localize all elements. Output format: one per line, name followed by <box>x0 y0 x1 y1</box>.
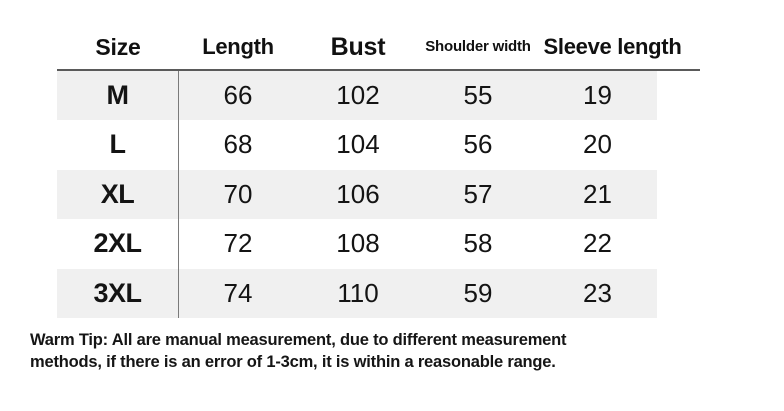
cell-size: M <box>106 80 130 110</box>
cell-length: 72 <box>223 228 253 259</box>
cell-sleeve-length: 20 <box>583 129 612 160</box>
cell-shoulder-width: 57 <box>463 178 493 209</box>
cell-shoulder-width: 55 <box>463 80 493 110</box>
cell-length: 68 <box>223 129 253 160</box>
cell-shoulder-width: 56 <box>463 129 493 160</box>
cell-shoulder-width: 58 <box>463 228 493 259</box>
cell-shoulder-width: 59 <box>463 277 493 308</box>
header-divider-line <box>57 69 700 71</box>
column-header-length: Length <box>202 34 274 59</box>
table-row: L 68 104 56 20 <box>57 120 657 170</box>
cell-bust: 108 <box>336 228 380 259</box>
table-row: 3XL 74 110 59 23 <box>57 268 657 318</box>
table-header-row: Size Length Bust Shoulder width Sleeve l… <box>0 28 784 66</box>
table-body: M 66 102 55 19 L 68 104 56 20 XL 70 106 … <box>0 71 784 318</box>
table-row: 2XL 72 108 58 22 <box>57 219 657 269</box>
table-row: M 66 102 55 19 <box>57 71 657 121</box>
cell-length: 70 <box>223 178 253 209</box>
cell-length: 66 <box>223 80 253 110</box>
warm-tip-note: Warm Tip: All are manual measurement, du… <box>30 329 710 373</box>
column-header-size: Size <box>95 34 141 60</box>
warm-tip-line-2: methods, if there is an error of 1-3cm, … <box>30 353 556 371</box>
cell-sleeve-length: 19 <box>583 80 612 110</box>
cell-bust: 110 <box>337 277 379 308</box>
cell-size: 2XL <box>93 228 142 259</box>
cell-sleeve-length: 22 <box>583 228 612 259</box>
column-header-bust: Bust <box>330 33 386 61</box>
cell-size: XL <box>100 178 135 209</box>
cell-sleeve-length: 23 <box>583 277 612 308</box>
size-column-divider <box>178 71 179 318</box>
column-header-shoulder-width: Shoulder width <box>425 38 531 55</box>
table-row: XL 70 106 57 21 <box>57 169 657 220</box>
cell-bust: 106 <box>336 178 380 209</box>
warm-tip-line-1: Warm Tip: All are manual measurement, du… <box>30 331 567 349</box>
cell-bust: 104 <box>336 129 380 160</box>
cell-size: 3XL <box>93 277 142 308</box>
cell-sleeve-length: 21 <box>583 178 612 209</box>
cell-bust: 102 <box>336 80 380 110</box>
column-header-sleeve-length: Sleeve length <box>543 34 682 59</box>
cell-size: L <box>109 129 127 160</box>
cell-length: 74 <box>223 277 253 308</box>
